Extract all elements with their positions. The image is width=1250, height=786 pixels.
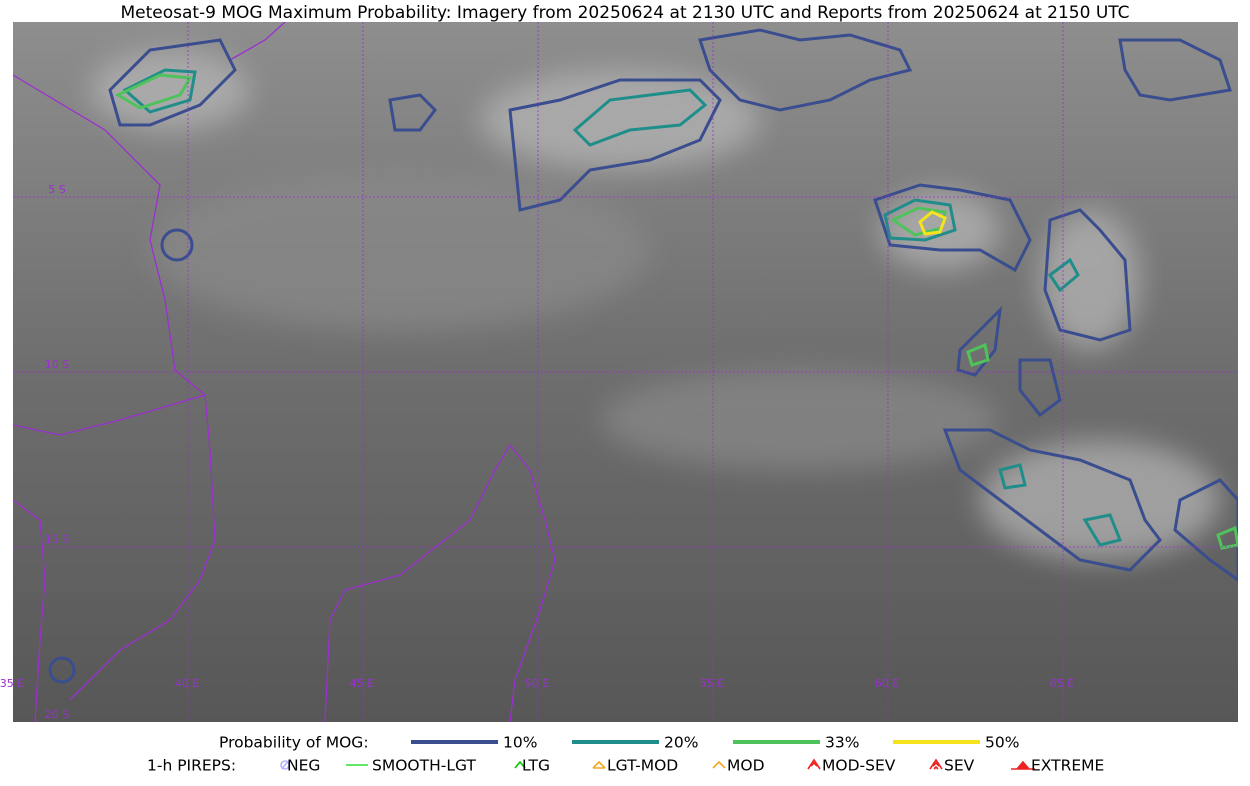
legend-title: Probability of MOG:: [219, 734, 369, 752]
legend-icon: [929, 758, 943, 770]
legend-icon: [712, 760, 726, 769]
lat-label: 15 S: [45, 533, 69, 546]
lat-label: 20 S: [45, 708, 69, 721]
legend-icon: [592, 760, 606, 769]
contours: [48, 28, 1238, 684]
lon-label: 55 E: [700, 677, 724, 690]
legend-title: 1-h PIREPS:: [147, 757, 236, 775]
legend-icon: [807, 758, 821, 770]
legend-label: NEG: [287, 757, 320, 775]
lat-label: 10 S: [45, 358, 69, 371]
legend-label: EXTREME: [1031, 757, 1104, 775]
legend-label: MOD: [727, 757, 765, 775]
legend-icon: [514, 760, 526, 769]
lat-label: 5 S: [48, 183, 65, 196]
legend-label: LGT-MOD: [607, 757, 678, 775]
title: Meteosat-9 MOG Maximum Probability: Imag…: [120, 3, 1129, 23]
legend-label: 33%: [825, 734, 859, 752]
lon-label: 65 E: [1050, 677, 1074, 690]
map: [13, 22, 1238, 722]
graticule: [13, 22, 1238, 722]
lon-label: 60 E: [875, 677, 899, 690]
legend: Probability of MOG: 10% 20% 33% 50% 1-h PIREP…: [147, 734, 1104, 775]
legend-label: 20%: [664, 734, 698, 752]
legend-label: SMOOTH-LGT: [372, 757, 476, 775]
lon-label: 35 E: [0, 677, 24, 690]
lon-label: 45 E: [350, 677, 374, 690]
legend-label: LTG: [522, 757, 550, 775]
lon-label: 50 E: [525, 677, 549, 690]
legend-label: SEV: [944, 757, 975, 775]
legend-icon: [1011, 760, 1035, 770]
graticule-labels: 5 S 10 S 15 S 20 S 35 E 40 E 45 E 50 E 55 E 60 E 6…: [0, 183, 1074, 721]
lon-label: 40 E: [175, 677, 199, 690]
legend-icon: [280, 760, 290, 770]
legend-label: 50%: [985, 734, 1019, 752]
legend-label: 10%: [503, 734, 537, 752]
coastline: [13, 22, 556, 722]
legend-label: MOD-SEV: [822, 757, 896, 775]
